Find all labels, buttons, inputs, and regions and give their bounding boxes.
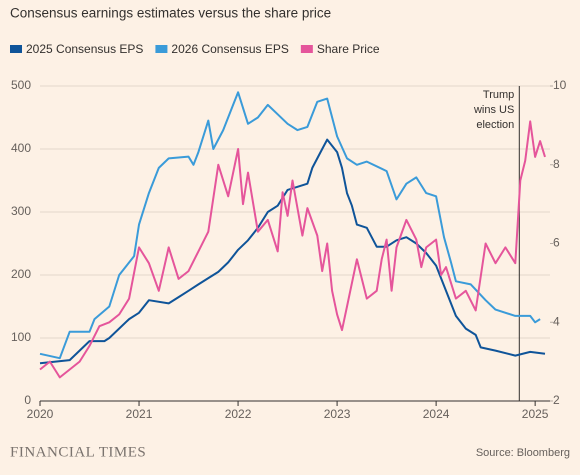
- y-tick-label: 300: [11, 204, 31, 218]
- x-tick-label: 2024: [423, 407, 450, 421]
- series-line: [39, 120, 546, 379]
- annotation-text: Trump: [483, 89, 514, 101]
- x-tick-label: 2025: [522, 407, 549, 421]
- legend-label: 2025 Consensus EPS: [26, 42, 143, 56]
- series-line: [39, 91, 541, 360]
- y-tick-label: 500: [11, 78, 31, 92]
- y-tick-label: 0: [24, 393, 31, 407]
- legend-swatch: [155, 45, 168, 53]
- annotation-text: wins US: [473, 104, 514, 116]
- y-tick-label: 200: [11, 267, 31, 281]
- y-tick-label: 100: [11, 330, 31, 344]
- x-tick-label: 2020: [27, 407, 54, 421]
- legend-swatch: [300, 45, 313, 53]
- y2-tick-label: 10: [553, 78, 567, 92]
- x-tick-label: 2022: [225, 407, 252, 421]
- annotation-text: election: [476, 119, 514, 131]
- legend-swatch: [10, 45, 22, 53]
- brand: FINANCIAL TIMES: [10, 444, 146, 460]
- x-tick-label: 2023: [324, 407, 351, 421]
- series-line: [39, 138, 546, 365]
- source: Source: Bloomberg: [476, 447, 570, 459]
- chart-title: Consensus earnings estimates versus the …: [10, 6, 331, 21]
- y2-tick-label: 2: [553, 393, 560, 407]
- y2-tick-label: 8: [553, 157, 560, 171]
- legend-label: Share Price: [317, 42, 380, 56]
- y2-tick-label: 6: [553, 236, 560, 250]
- legend-label: 2026 Consensus EPS: [171, 42, 288, 56]
- y-tick-label: 400: [11, 141, 31, 155]
- x-tick-label: 2021: [126, 407, 153, 421]
- y2-tick-label: 4: [553, 314, 560, 328]
